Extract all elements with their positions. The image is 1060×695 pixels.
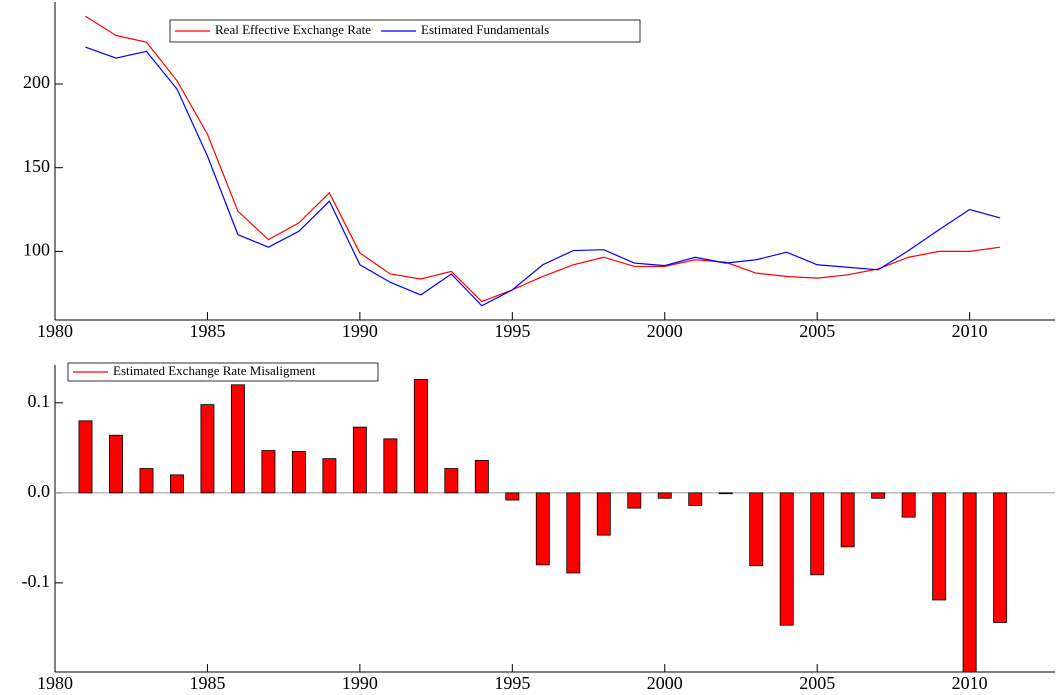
- bar: [962, 492, 977, 673]
- bar: [718, 492, 733, 495]
- bar: [291, 451, 306, 494]
- x-tick-label: 1985: [189, 321, 225, 341]
- bar: [413, 379, 428, 494]
- y-tick-label: 0.1: [28, 391, 51, 411]
- x-tick-label: 1995: [494, 321, 530, 341]
- line: [85, 15, 1001, 303]
- bar: [901, 492, 916, 518]
- bar: [444, 468, 459, 494]
- x-tick-label: 2010: [952, 321, 988, 341]
- bar: [779, 492, 794, 626]
- y-tick-label: -0.1: [22, 571, 51, 591]
- x-tick-label: 2005: [799, 673, 835, 693]
- x-tick-label: 1990: [342, 321, 378, 341]
- x-tick-label: 1980: [37, 321, 73, 341]
- bar: [840, 492, 855, 548]
- bar: [749, 492, 764, 567]
- y-tick-label: 200: [23, 72, 50, 92]
- bar: [352, 426, 367, 494]
- y-tick-label: 100: [23, 240, 50, 260]
- bar: [932, 492, 947, 601]
- x-tick-label: 1995: [494, 673, 530, 693]
- bar: [200, 404, 215, 494]
- bar: [596, 492, 611, 536]
- x-tick-label: 1990: [342, 673, 378, 693]
- bar: [169, 474, 184, 494]
- y-tick-label: 0.0: [28, 481, 51, 501]
- bar: [993, 492, 1008, 623]
- x-tick-label: 1980: [37, 673, 73, 693]
- y-tick-label: 150: [23, 156, 50, 176]
- bar: [322, 458, 337, 494]
- x-tick-label: 2010: [952, 673, 988, 693]
- bar: [535, 492, 550, 566]
- bar: [230, 384, 245, 494]
- x-tick-label: 2000: [647, 673, 683, 693]
- bar: [78, 420, 93, 494]
- bar: [505, 492, 520, 501]
- legend-label: Estimated Fundamentals: [421, 22, 549, 37]
- bar: [810, 492, 825, 576]
- legend-label: Estimated Exchange Rate Misaligment: [113, 363, 316, 378]
- bar: [871, 492, 886, 499]
- bar: [566, 492, 581, 574]
- bar: [139, 468, 154, 494]
- bar: [627, 492, 642, 509]
- x-tick-label: 2000: [647, 321, 683, 341]
- line: [85, 46, 1001, 307]
- bar: [261, 450, 276, 494]
- bar: [109, 434, 123, 494]
- x-tick-label: 2005: [799, 321, 835, 341]
- bar: [474, 460, 489, 494]
- bar: [383, 438, 398, 494]
- bar: [657, 492, 672, 499]
- bar: [688, 492, 703, 506]
- legend-label: Real Effective Exchange Rate: [215, 22, 371, 37]
- x-tick-label: 1985: [189, 673, 225, 693]
- legend-box: [67, 362, 379, 382]
